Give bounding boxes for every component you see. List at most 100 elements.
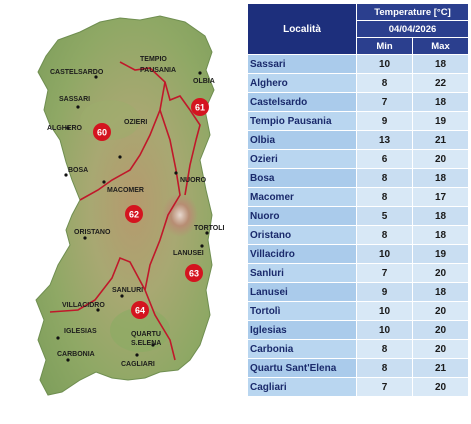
table-row: Oristano 8 18 <box>247 225 469 245</box>
row-min: 10 <box>356 320 413 340</box>
table-row: Quartu Sant'Elena 8 21 <box>247 358 469 378</box>
header-max: Max <box>412 37 469 55</box>
header-locality: Località <box>247 3 357 55</box>
row-locality: Sanluri <box>247 263 357 283</box>
row-min: 8 <box>356 73 413 93</box>
town-ozieri: OZIERI <box>124 119 147 126</box>
zone-boundaries <box>49 61 201 361</box>
table-row: Sanluri 7 20 <box>247 263 469 283</box>
row-min: 8 <box>356 225 413 245</box>
svg-text:63: 63 <box>189 269 199 279</box>
svg-text:62: 62 <box>129 210 139 220</box>
row-min: 8 <box>356 358 413 378</box>
table-row: Tortolì 10 20 <box>247 301 469 321</box>
row-min: 8 <box>356 339 413 359</box>
row-locality: Macomer <box>247 187 357 207</box>
row-max: 20 <box>412 377 469 397</box>
row-locality: Nuoro <box>247 206 357 226</box>
town-bosa: BOSA <box>68 167 88 174</box>
town-cagliari: CAGLIARI <box>121 361 155 368</box>
table-row: Alghero 8 22 <box>247 73 469 93</box>
row-max: 22 <box>412 73 469 93</box>
row-locality: Lanusei <box>247 282 357 302</box>
row-min: 9 <box>356 282 413 302</box>
row-min: 9 <box>356 111 413 131</box>
row-locality: Oristano <box>247 225 357 245</box>
table-row: Castelsardo 7 18 <box>247 92 469 112</box>
row-locality: Cagliari <box>247 377 357 397</box>
table-row: Lanusei 9 18 <box>247 282 469 302</box>
row-min: 10 <box>356 244 413 264</box>
row-max: 21 <box>412 130 469 150</box>
row-locality: Tortolì <box>247 301 357 321</box>
table-body: Sassari 10 18 Alghero 8 22 Castelsardo 7 18 Tempi… <box>247 54 469 397</box>
town-tortoli: TORTOLI <box>194 225 225 232</box>
row-locality: Sassari <box>247 54 357 74</box>
town-lanusei: LANUSEI <box>173 250 204 257</box>
town-macomer: MACOMER <box>107 187 144 194</box>
table-row: Cagliari 7 20 <box>247 377 469 397</box>
row-locality: Carbonia <box>247 339 357 359</box>
table-row: Bosa 8 18 <box>247 168 469 188</box>
sardinia-map: 60 61 62 63 64 CASTELSARDO TEMPIO PA <box>35 15 225 396</box>
row-locality: Tempio Pausania <box>247 111 357 131</box>
town-sanluri: SANLURI <box>112 287 143 294</box>
town-pausania: PAUSANIA <box>140 67 176 74</box>
row-max: 18 <box>412 225 469 245</box>
row-min: 7 <box>356 377 413 397</box>
town-quartu: QUARTU <box>131 331 161 338</box>
row-min: 7 <box>356 92 413 112</box>
row-max: 20 <box>412 149 469 169</box>
row-max: 18 <box>412 206 469 226</box>
row-min: 5 <box>356 206 413 226</box>
row-max: 18 <box>412 282 469 302</box>
table-row: Sassari 10 18 <box>247 54 469 74</box>
svg-text:60: 60 <box>97 128 107 138</box>
town-alghero: ALGHERO <box>47 125 83 132</box>
town-tempio: TEMPIO <box>140 56 167 63</box>
town-selena: S.ELENA <box>131 340 161 347</box>
row-locality: Olbia <box>247 130 357 150</box>
row-min: 8 <box>356 168 413 188</box>
row-locality: Alghero <box>247 73 357 93</box>
town-markers <box>56 71 209 362</box>
row-locality: Iglesias <box>247 320 357 340</box>
row-max: 18 <box>412 168 469 188</box>
row-min: 10 <box>356 301 413 321</box>
table-row: Ozieri 6 20 <box>247 149 469 169</box>
row-max: 18 <box>412 54 469 74</box>
table-row: Iglesias 10 20 <box>247 320 469 340</box>
row-locality: Bosa <box>247 168 357 188</box>
header-date: 04/04/2026 <box>356 20 469 38</box>
row-max: 20 <box>412 301 469 321</box>
row-min: 13 <box>356 130 413 150</box>
zone-64: 64 <box>131 301 149 319</box>
row-min: 10 <box>356 54 413 74</box>
town-carbonia: CARBONIA <box>57 351 95 358</box>
row-max: 19 <box>412 111 469 131</box>
table-row: Tempio Pausania 9 19 <box>247 111 469 131</box>
town-sassari: SASSARI <box>59 96 90 103</box>
header-temperature: Temperature [°C] <box>356 3 469 21</box>
row-locality: Ozieri <box>247 149 357 169</box>
zone-60: 60 <box>93 123 111 141</box>
town-olbia: OLBIA <box>193 78 215 85</box>
zone-63: 63 <box>185 264 203 282</box>
row-max: 20 <box>412 263 469 283</box>
row-max: 20 <box>412 339 469 359</box>
temperature-table: Località Temperature [°C] 04/04/2026 Min… <box>247 3 469 397</box>
row-locality: Quartu Sant'Elena <box>247 358 357 378</box>
row-min: 7 <box>356 263 413 283</box>
town-castelsardo: CASTELSARDO <box>50 69 104 76</box>
row-max: 18 <box>412 92 469 112</box>
table-row: Villacidro 10 19 <box>247 244 469 264</box>
temperature-table-container: Località Temperature [°C] 04/04/2026 Min… <box>247 3 469 421</box>
row-max: 17 <box>412 187 469 207</box>
row-min: 8 <box>356 187 413 207</box>
table-row: Nuoro 5 18 <box>247 206 469 226</box>
island-shape <box>35 15 215 396</box>
town-nuoro: NUORO <box>180 177 207 184</box>
table-row: Olbia 13 21 <box>247 130 469 150</box>
table-row: Macomer 8 17 <box>247 187 469 207</box>
town-villacidro: VILLACIDRO <box>62 302 105 309</box>
